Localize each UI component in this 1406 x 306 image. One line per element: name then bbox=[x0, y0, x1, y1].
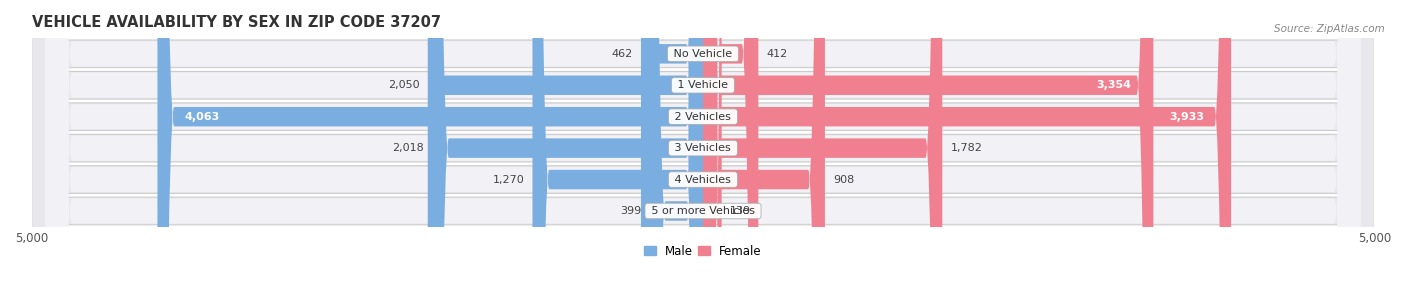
Text: No Vehicle: No Vehicle bbox=[671, 49, 735, 59]
FancyBboxPatch shape bbox=[650, 0, 703, 306]
Text: 1,782: 1,782 bbox=[950, 143, 983, 153]
FancyBboxPatch shape bbox=[31, 0, 1375, 306]
FancyBboxPatch shape bbox=[45, 0, 1361, 306]
Text: 2 Vehicles: 2 Vehicles bbox=[671, 112, 735, 122]
FancyBboxPatch shape bbox=[31, 0, 1375, 306]
FancyBboxPatch shape bbox=[703, 0, 1232, 306]
FancyBboxPatch shape bbox=[45, 0, 1361, 306]
FancyBboxPatch shape bbox=[533, 0, 703, 306]
FancyBboxPatch shape bbox=[703, 0, 1153, 306]
FancyBboxPatch shape bbox=[157, 0, 703, 306]
FancyBboxPatch shape bbox=[703, 0, 758, 306]
Text: 139: 139 bbox=[730, 206, 751, 216]
Text: Source: ZipAtlas.com: Source: ZipAtlas.com bbox=[1274, 24, 1385, 35]
FancyBboxPatch shape bbox=[45, 0, 1361, 306]
Text: 2,050: 2,050 bbox=[388, 80, 419, 90]
Text: 5 or more Vehicles: 5 or more Vehicles bbox=[648, 206, 758, 216]
Text: 3,933: 3,933 bbox=[1170, 112, 1205, 122]
Legend: Male, Female: Male, Female bbox=[640, 240, 766, 262]
FancyBboxPatch shape bbox=[703, 0, 942, 306]
FancyBboxPatch shape bbox=[703, 0, 721, 306]
FancyBboxPatch shape bbox=[31, 0, 1375, 306]
FancyBboxPatch shape bbox=[703, 0, 825, 306]
FancyBboxPatch shape bbox=[641, 0, 703, 306]
FancyBboxPatch shape bbox=[45, 0, 1361, 306]
FancyBboxPatch shape bbox=[432, 0, 703, 306]
FancyBboxPatch shape bbox=[45, 0, 1361, 306]
Text: 2,018: 2,018 bbox=[392, 143, 425, 153]
Text: 412: 412 bbox=[766, 49, 787, 59]
Text: 4 Vehicles: 4 Vehicles bbox=[671, 174, 735, 185]
Text: 399: 399 bbox=[620, 206, 641, 216]
Text: 1,270: 1,270 bbox=[492, 174, 524, 185]
Text: VEHICLE AVAILABILITY BY SEX IN ZIP CODE 37207: VEHICLE AVAILABILITY BY SEX IN ZIP CODE … bbox=[31, 15, 440, 30]
Text: 3,354: 3,354 bbox=[1095, 80, 1130, 90]
FancyBboxPatch shape bbox=[31, 0, 1375, 306]
Text: 1 Vehicle: 1 Vehicle bbox=[675, 80, 731, 90]
FancyBboxPatch shape bbox=[45, 0, 1361, 306]
Text: 3 Vehicles: 3 Vehicles bbox=[672, 143, 734, 153]
Text: 908: 908 bbox=[832, 174, 855, 185]
FancyBboxPatch shape bbox=[31, 0, 1375, 306]
FancyBboxPatch shape bbox=[427, 0, 703, 306]
Text: 462: 462 bbox=[612, 49, 633, 59]
FancyBboxPatch shape bbox=[31, 0, 1375, 306]
Text: 4,063: 4,063 bbox=[184, 112, 219, 122]
